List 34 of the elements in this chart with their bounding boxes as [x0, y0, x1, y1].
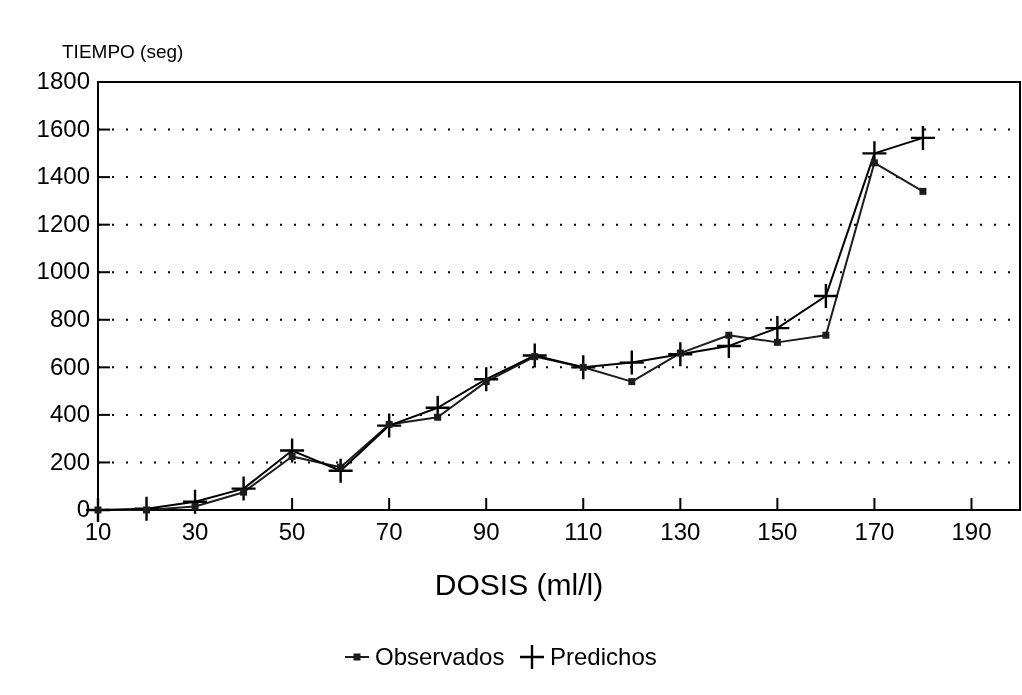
x-tick-label: 90	[472, 518, 500, 545]
y-tick-label: 400	[49, 400, 90, 428]
y-tick-label: 1800	[36, 67, 90, 95]
x-tick-label: 50	[278, 518, 306, 545]
point	[773, 338, 781, 346]
legend-label: Predichos	[550, 643, 657, 670]
x-tick-label: 10	[84, 518, 112, 545]
y-axis-title: TIEMPO (seg)	[62, 41, 184, 62]
x-tick-label: 170	[854, 518, 895, 545]
point	[434, 413, 442, 421]
point	[822, 331, 830, 339]
legend-label: Observados	[375, 643, 505, 670]
x-axis-title: DOSIS (ml/l)	[434, 568, 604, 601]
y-tick-label: 1400	[36, 162, 90, 190]
x-tick-label: 110	[564, 518, 603, 545]
y-tick-label: 1600	[36, 114, 90, 142]
y-tick-label: 1200	[36, 209, 90, 237]
point	[919, 187, 927, 195]
y-tick-label: 1000	[36, 257, 90, 285]
point	[725, 331, 733, 339]
x-tick-label: 190	[951, 518, 992, 545]
x-tick-label: 150	[757, 518, 798, 545]
y-tick-label: 200	[49, 447, 90, 475]
x-tick-label: 130	[660, 518, 701, 545]
x-tick-label: 70	[375, 518, 403, 545]
point	[628, 378, 636, 386]
point	[765, 316, 790, 341]
y-tick-label: 600	[49, 352, 90, 380]
x-tick-label: 30	[181, 518, 209, 545]
point	[288, 453, 296, 460]
point	[870, 159, 878, 167]
point	[191, 502, 199, 510]
point	[619, 350, 644, 375]
y-tick-label: 800	[49, 304, 90, 332]
